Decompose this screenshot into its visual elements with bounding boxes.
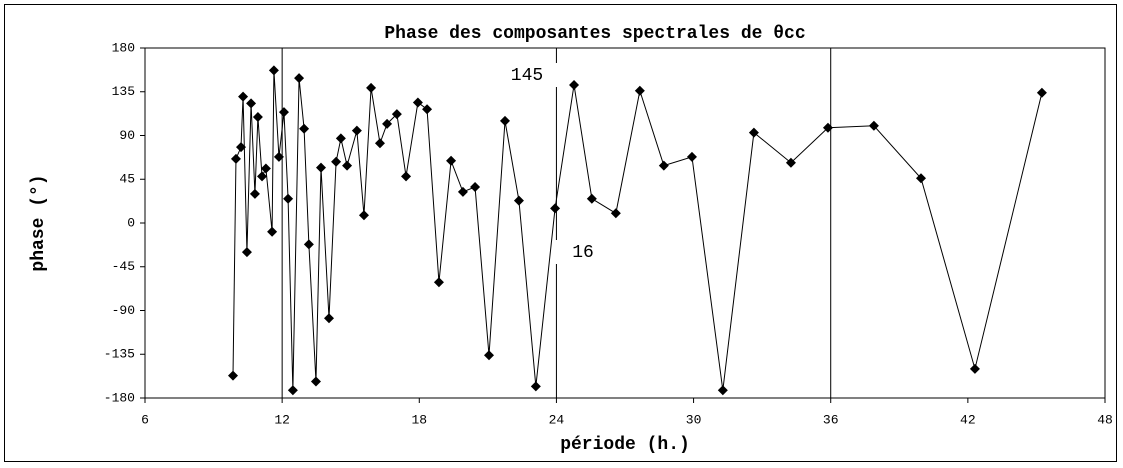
marker xyxy=(249,188,260,199)
marker xyxy=(785,157,796,168)
marker xyxy=(550,203,561,214)
annotation-box xyxy=(553,240,613,264)
marker xyxy=(236,142,246,153)
marker xyxy=(299,123,310,134)
marker xyxy=(484,350,494,361)
marker xyxy=(342,160,353,171)
marker xyxy=(446,155,457,166)
marker xyxy=(283,193,294,204)
marker xyxy=(294,73,305,84)
marker xyxy=(569,79,580,90)
marker xyxy=(366,82,377,93)
x-tick-label: 18 xyxy=(411,412,427,427)
y-tick-label: 135 xyxy=(112,84,135,99)
y-tick-label: 180 xyxy=(112,40,135,55)
marker xyxy=(586,193,597,204)
marker xyxy=(278,107,289,118)
marker xyxy=(316,162,326,173)
marker xyxy=(634,85,645,96)
marker xyxy=(228,370,238,381)
series xyxy=(228,65,1047,396)
marker xyxy=(658,160,669,171)
marker xyxy=(422,104,433,115)
annotation-box xyxy=(497,63,557,87)
marker xyxy=(969,363,980,374)
x-tick-label: 30 xyxy=(686,412,702,427)
y-tick-label: -180 xyxy=(104,390,135,405)
x-tick-label: 6 xyxy=(141,412,149,427)
y-tick-label: 90 xyxy=(119,128,135,143)
chart-title: Phase des composantes spectrales de θcc xyxy=(384,24,805,44)
marker xyxy=(686,151,697,162)
marker xyxy=(267,226,278,237)
y-tick-label: 0 xyxy=(127,215,135,230)
x-tick-label: 12 xyxy=(274,412,290,427)
marker xyxy=(303,239,314,250)
marker xyxy=(374,138,385,149)
x-tick-label: 42 xyxy=(960,412,976,427)
marker xyxy=(257,171,268,182)
y-tick-label: -135 xyxy=(104,347,135,362)
marker xyxy=(358,210,369,221)
marker xyxy=(230,153,241,164)
marker xyxy=(513,195,524,206)
chart-frame xyxy=(4,4,1117,462)
marker xyxy=(331,156,342,167)
marker xyxy=(433,277,444,288)
x-tick-label: 24 xyxy=(549,412,565,427)
annotation: 16 xyxy=(572,243,594,263)
marker xyxy=(717,385,728,396)
annotation: 145 xyxy=(511,66,543,86)
marker xyxy=(868,120,879,131)
marker xyxy=(457,186,468,197)
marker xyxy=(610,208,621,219)
marker xyxy=(252,112,263,123)
marker xyxy=(351,125,362,136)
marker xyxy=(273,151,284,162)
marker xyxy=(412,97,423,108)
marker xyxy=(324,313,334,324)
marker xyxy=(748,127,759,138)
y-axis-label: phase (°) xyxy=(29,174,49,271)
marker xyxy=(916,173,926,184)
marker xyxy=(238,91,249,102)
marker xyxy=(310,376,321,387)
marker xyxy=(260,163,271,174)
marker xyxy=(287,385,298,396)
x-tick-label: 36 xyxy=(823,412,839,427)
y-tick-label: -90 xyxy=(112,303,135,318)
marker xyxy=(1036,87,1047,98)
marker xyxy=(470,182,481,193)
y-tick-label: 45 xyxy=(119,172,135,187)
marker xyxy=(382,118,393,129)
marker xyxy=(241,247,252,258)
marker xyxy=(822,122,833,133)
y-tick-label: -45 xyxy=(112,259,135,274)
x-tick-label: 48 xyxy=(1097,412,1113,427)
marker xyxy=(401,171,412,182)
marker xyxy=(500,115,510,126)
marker xyxy=(246,98,257,109)
marker xyxy=(530,381,541,392)
x-axis-label: période (h.) xyxy=(560,435,690,455)
marker xyxy=(335,133,346,144)
marker xyxy=(391,109,402,120)
marker xyxy=(268,65,279,76)
